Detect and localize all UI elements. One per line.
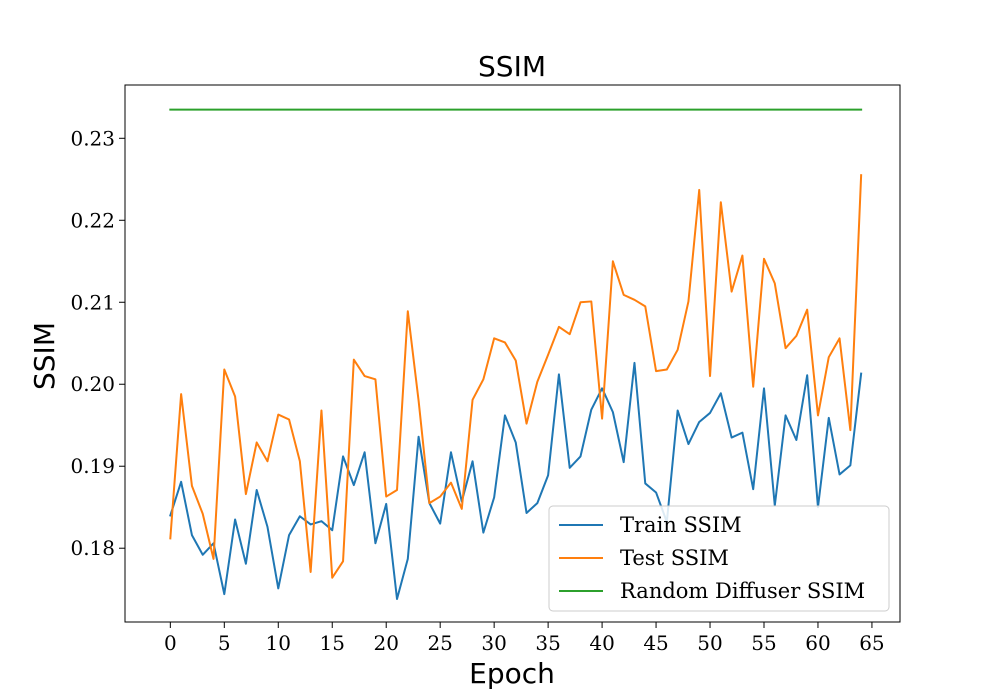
legend: Train SSIM Test SSIM Random Diffuser SSIM (548, 505, 890, 612)
legend-label: Train SSIM (620, 513, 742, 537)
legend-label: Random Diffuser SSIM (620, 579, 865, 603)
x-tick-label: 15 (320, 631, 345, 655)
y-tick-label: 0.20 (70, 372, 115, 396)
x-tick-label: 25 (427, 631, 452, 655)
y-tick-label: 0.18 (70, 536, 115, 560)
x-axis-label: Epoch (469, 657, 555, 690)
x-tick-label: 60 (805, 631, 830, 655)
series-line-1 (169, 174, 863, 579)
plot-frame (124, 84, 901, 623)
legend-box (548, 505, 890, 612)
y-tick-label: 0.21 (70, 290, 115, 314)
chart-title: SSIM (478, 50, 546, 83)
x-tick-label: 20 (373, 631, 398, 655)
x-tick-label: 5 (218, 631, 231, 655)
y-tick-label: 0.23 (70, 126, 115, 150)
y-axis: 0.18 0.19 0.20 0.21 0.22 0.23 (70, 126, 125, 560)
series-line-0 (169, 361, 863, 601)
x-tick-label: 30 (481, 631, 506, 655)
y-tick-label: 0.19 (70, 454, 115, 478)
x-tick-label: 65 (859, 631, 884, 655)
x-tick-label: 55 (751, 631, 776, 655)
x-tick-label: 10 (266, 631, 291, 655)
x-tick-label: 0 (164, 631, 177, 655)
x-tick-label: 50 (697, 631, 722, 655)
x-tick-label: 40 (589, 631, 614, 655)
legend-label: Test SSIM (620, 546, 729, 570)
y-tick-label: 0.22 (70, 208, 115, 232)
x-tick-label: 45 (643, 631, 668, 655)
x-tick-label: 35 (535, 631, 560, 655)
series-layer (169, 108, 863, 601)
y-axis-label: SSIM (28, 322, 61, 390)
x-axis: 0 5 10 15 20 25 30 35 40 45 50 55 60 65 (164, 622, 885, 655)
